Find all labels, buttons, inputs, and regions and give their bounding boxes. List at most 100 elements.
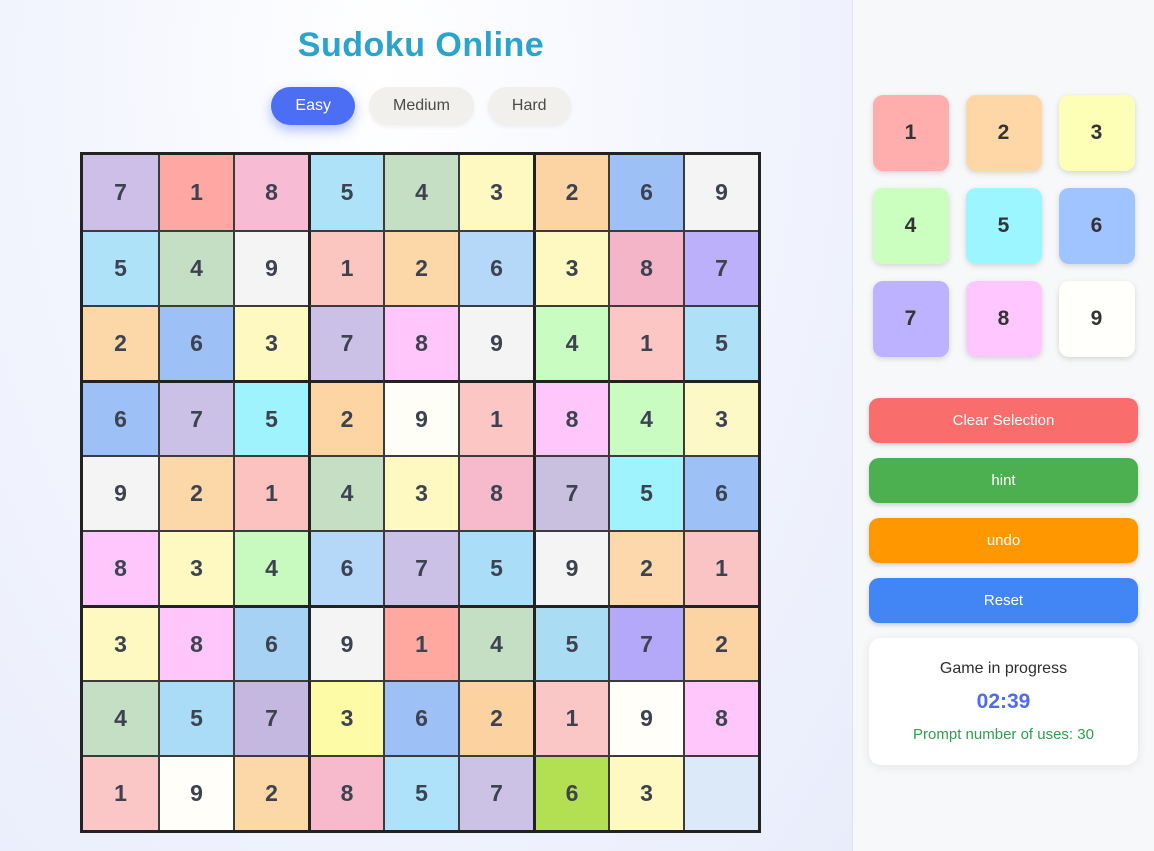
grid-cell-r7c7[interactable]: 5 xyxy=(533,605,608,680)
grid-cell-r9c4[interactable]: 8 xyxy=(308,755,383,830)
grid-cell-r9c3[interactable]: 2 xyxy=(233,755,308,830)
grid-cell-r5c9[interactable]: 6 xyxy=(683,455,758,530)
reset-button[interactable]: Reset xyxy=(869,578,1138,623)
grid-cell-r1c8[interactable]: 6 xyxy=(608,155,683,230)
grid-cell-r9c5[interactable]: 5 xyxy=(383,755,458,830)
grid-cell-r6c7[interactable]: 9 xyxy=(533,530,608,605)
grid-cell-r6c9[interactable]: 1 xyxy=(683,530,758,605)
grid-cell-r5c1[interactable]: 9 xyxy=(83,455,158,530)
numpad-5-button[interactable]: 5 xyxy=(965,188,1042,264)
grid-cell-r2c2[interactable]: 4 xyxy=(158,230,233,305)
grid-cell-r8c7[interactable]: 1 xyxy=(533,680,608,755)
grid-cell-r8c1[interactable]: 4 xyxy=(83,680,158,755)
grid-cell-r4c8[interactable]: 4 xyxy=(608,380,683,455)
grid-cell-r4c1[interactable]: 6 xyxy=(83,380,158,455)
grid-cell-r1c5[interactable]: 4 xyxy=(383,155,458,230)
grid-cell-r2c5[interactable]: 2 xyxy=(383,230,458,305)
grid-cell-r4c2[interactable]: 7 xyxy=(158,380,233,455)
grid-cell-r2c8[interactable]: 8 xyxy=(608,230,683,305)
grid-cell-r2c7[interactable]: 3 xyxy=(533,230,608,305)
grid-cell-r2c3[interactable]: 9 xyxy=(233,230,308,305)
grid-cell-r1c7[interactable]: 2 xyxy=(533,155,608,230)
grid-cell-r9c2[interactable]: 9 xyxy=(158,755,233,830)
difficulty-easy-button[interactable]: Easy xyxy=(271,87,355,125)
grid-cell-r7c9[interactable]: 2 xyxy=(683,605,758,680)
grid-cell-r8c4[interactable]: 3 xyxy=(308,680,383,755)
grid-cell-r1c9[interactable]: 9 xyxy=(683,155,758,230)
numpad-2-button[interactable]: 2 xyxy=(965,95,1042,171)
grid-cell-r8c8[interactable]: 9 xyxy=(608,680,683,755)
grid-cell-r9c7[interactable]: 6 xyxy=(533,755,608,830)
numpad-6-button[interactable]: 6 xyxy=(1058,188,1135,264)
numpad-9-button[interactable]: 9 xyxy=(1058,281,1135,357)
grid-cell-r6c3[interactable]: 4 xyxy=(233,530,308,605)
grid-cell-r2c4[interactable]: 1 xyxy=(308,230,383,305)
grid-cell-r3c3[interactable]: 3 xyxy=(233,305,308,380)
grid-cell-r1c6[interactable]: 3 xyxy=(458,155,533,230)
numpad-8-button[interactable]: 8 xyxy=(965,281,1042,357)
grid-cell-r1c4[interactable]: 5 xyxy=(308,155,383,230)
grid-cell-r8c5[interactable]: 6 xyxy=(383,680,458,755)
grid-cell-r4c6[interactable]: 1 xyxy=(458,380,533,455)
grid-cell-r8c9[interactable]: 8 xyxy=(683,680,758,755)
hint-button[interactable]: hint xyxy=(869,458,1138,503)
grid-cell-r5c5[interactable]: 3 xyxy=(383,455,458,530)
grid-cell-r2c1[interactable]: 5 xyxy=(83,230,158,305)
grid-cell-r7c6[interactable]: 4 xyxy=(458,605,533,680)
grid-cell-r2c9[interactable]: 7 xyxy=(683,230,758,305)
grid-cell-r6c1[interactable]: 8 xyxy=(83,530,158,605)
prompt-uses-text: Prompt number of uses: 30 xyxy=(913,726,1094,743)
grid-cell-r5c3[interactable]: 1 xyxy=(233,455,308,530)
grid-cell-r2c6[interactable]: 6 xyxy=(458,230,533,305)
grid-cell-r4c9[interactable]: 3 xyxy=(683,380,758,455)
grid-cell-r8c3[interactable]: 7 xyxy=(233,680,308,755)
game-status-text: Game in progress xyxy=(939,660,1068,677)
grid-cell-r7c4[interactable]: 9 xyxy=(308,605,383,680)
grid-cell-r5c6[interactable]: 8 xyxy=(458,455,533,530)
grid-cell-r3c1[interactable]: 2 xyxy=(83,305,158,380)
grid-cell-r3c9[interactable]: 5 xyxy=(683,305,758,380)
grid-cell-r5c4[interactable]: 4 xyxy=(308,455,383,530)
grid-cell-r7c3[interactable]: 6 xyxy=(233,605,308,680)
numpad-1-button[interactable]: 1 xyxy=(872,95,949,171)
grid-cell-r6c2[interactable]: 3 xyxy=(158,530,233,605)
grid-cell-r5c2[interactable]: 2 xyxy=(158,455,233,530)
grid-cell-r7c5[interactable]: 1 xyxy=(383,605,458,680)
grid-cell-r5c8[interactable]: 5 xyxy=(608,455,683,530)
grid-cell-r9c8[interactable]: 3 xyxy=(608,755,683,830)
grid-cell-r4c7[interactable]: 8 xyxy=(533,380,608,455)
grid-cell-r3c7[interactable]: 4 xyxy=(533,305,608,380)
numpad-7-button[interactable]: 7 xyxy=(872,281,949,357)
difficulty-medium-button[interactable]: Medium xyxy=(368,87,474,125)
grid-cell-r1c1[interactable]: 7 xyxy=(83,155,158,230)
grid-cell-r1c2[interactable]: 1 xyxy=(158,155,233,230)
grid-cell-r1c3[interactable]: 8 xyxy=(233,155,308,230)
grid-cell-r3c4[interactable]: 7 xyxy=(308,305,383,380)
grid-cell-r4c4[interactable]: 2 xyxy=(308,380,383,455)
grid-cell-r9c6[interactable]: 7 xyxy=(458,755,533,830)
grid-cell-r7c2[interactable]: 8 xyxy=(158,605,233,680)
difficulty-hard-button[interactable]: Hard xyxy=(487,87,571,125)
grid-cell-r6c4[interactable]: 6 xyxy=(308,530,383,605)
clear-selection-button[interactable]: Clear Selection xyxy=(869,398,1138,443)
grid-cell-r8c6[interactable]: 2 xyxy=(458,680,533,755)
numpad-4-button[interactable]: 4 xyxy=(872,188,949,264)
grid-cell-r3c5[interactable]: 8 xyxy=(383,305,458,380)
grid-cell-r3c6[interactable]: 9 xyxy=(458,305,533,380)
grid-cell-r5c7[interactable]: 7 xyxy=(533,455,608,530)
grid-cell-r6c6[interactable]: 5 xyxy=(458,530,533,605)
numpad-3-button[interactable]: 3 xyxy=(1058,95,1135,171)
grid-cell-r8c2[interactable]: 5 xyxy=(158,680,233,755)
grid-cell-r6c5[interactable]: 7 xyxy=(383,530,458,605)
grid-cell-r9c9[interactable] xyxy=(683,755,758,830)
grid-cell-r4c3[interactable]: 5 xyxy=(233,380,308,455)
grid-cell-r9c1[interactable]: 1 xyxy=(83,755,158,830)
grid-cell-r3c8[interactable]: 1 xyxy=(608,305,683,380)
grid-cell-r7c1[interactable]: 3 xyxy=(83,605,158,680)
grid-cell-r3c2[interactable]: 6 xyxy=(158,305,233,380)
grid-cell-r4c5[interactable]: 9 xyxy=(383,380,458,455)
undo-button[interactable]: undo xyxy=(869,518,1138,563)
grid-cell-r7c8[interactable]: 7 xyxy=(608,605,683,680)
grid-cell-r6c8[interactable]: 2 xyxy=(608,530,683,605)
